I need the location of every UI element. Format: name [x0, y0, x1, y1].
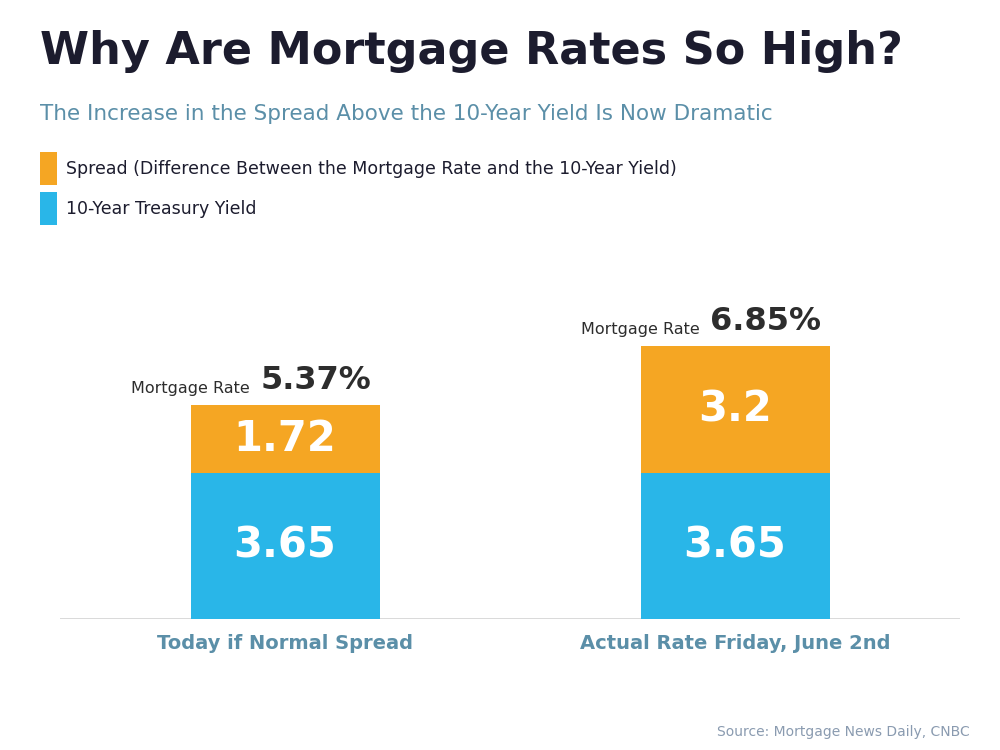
Text: Mortgage Rate: Mortgage Rate: [131, 381, 260, 396]
Text: 3.2: 3.2: [698, 388, 772, 430]
Bar: [190, 405, 380, 473]
Text: The Increase in the Spread Above the 10-Year Yield Is Now Dramatic: The Increase in the Spread Above the 10-…: [40, 104, 773, 125]
Bar: [40, 192, 57, 225]
Text: 1.72: 1.72: [234, 418, 336, 460]
Text: Source: Mortgage News Daily, CNBC: Source: Mortgage News Daily, CNBC: [717, 724, 970, 739]
Text: 5.37%: 5.37%: [260, 365, 371, 396]
Bar: [190, 473, 380, 619]
Text: Spread (Difference Between the Mortgage Rate and the 10-Year Yield): Spread (Difference Between the Mortgage …: [66, 160, 677, 178]
Text: Why Are Mortgage Rates So High?: Why Are Mortgage Rates So High?: [40, 30, 903, 73]
Text: Today if Normal Spread: Today if Normal Spread: [157, 634, 413, 652]
Text: 6.85%: 6.85%: [710, 306, 821, 337]
Text: 3.65: 3.65: [684, 525, 786, 567]
Text: 3.65: 3.65: [234, 525, 336, 567]
Text: 10-Year Treasury Yield: 10-Year Treasury Yield: [66, 200, 257, 218]
Text: Actual Rate Friday, June 2nd: Actual Rate Friday, June 2nd: [580, 634, 890, 652]
Bar: [40, 152, 57, 184]
Text: Mortgage Rate: Mortgage Rate: [581, 322, 710, 337]
Bar: [640, 346, 830, 473]
Bar: [640, 473, 830, 619]
